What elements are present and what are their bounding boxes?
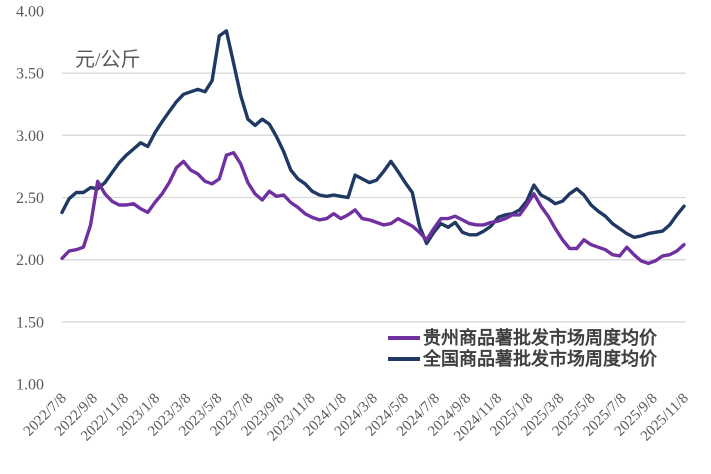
legend: 贵州商品薯批发市场周度均价 全国商品薯批发市场周度均价 [388,327,658,369]
guizhou-series-line [60,150,686,266]
y-axis-tick-label: 1.00 [16,377,44,394]
y-axis-tick-label: 2.00 [16,252,44,269]
y-axis-labels: 4.00 3.50 3.00 2.50 2.00 1.50 1.00 [16,4,44,394]
y-axis-tick-label: 2.50 [16,190,44,207]
x-axis-labels: 2022/7/82022/9/82022/11/82023/1/82023/3/… [21,391,692,445]
national-series-line [60,29,686,246]
guizhou-legend-label: 贵州商品薯批发市场周度均价 [423,327,658,348]
national-legend-label: 全国商品薯批发市场周度均价 [422,348,658,369]
y-axis-tick-label: 1.50 [16,314,44,331]
y-axis-tick-label: 4.00 [16,4,44,21]
y-axis-tick-label: 3.00 [16,128,44,145]
y-axis-unit-label: 元/公斤 [75,48,141,71]
gridlines [62,72,686,323]
y-axis-tick-label: 3.50 [16,66,44,83]
